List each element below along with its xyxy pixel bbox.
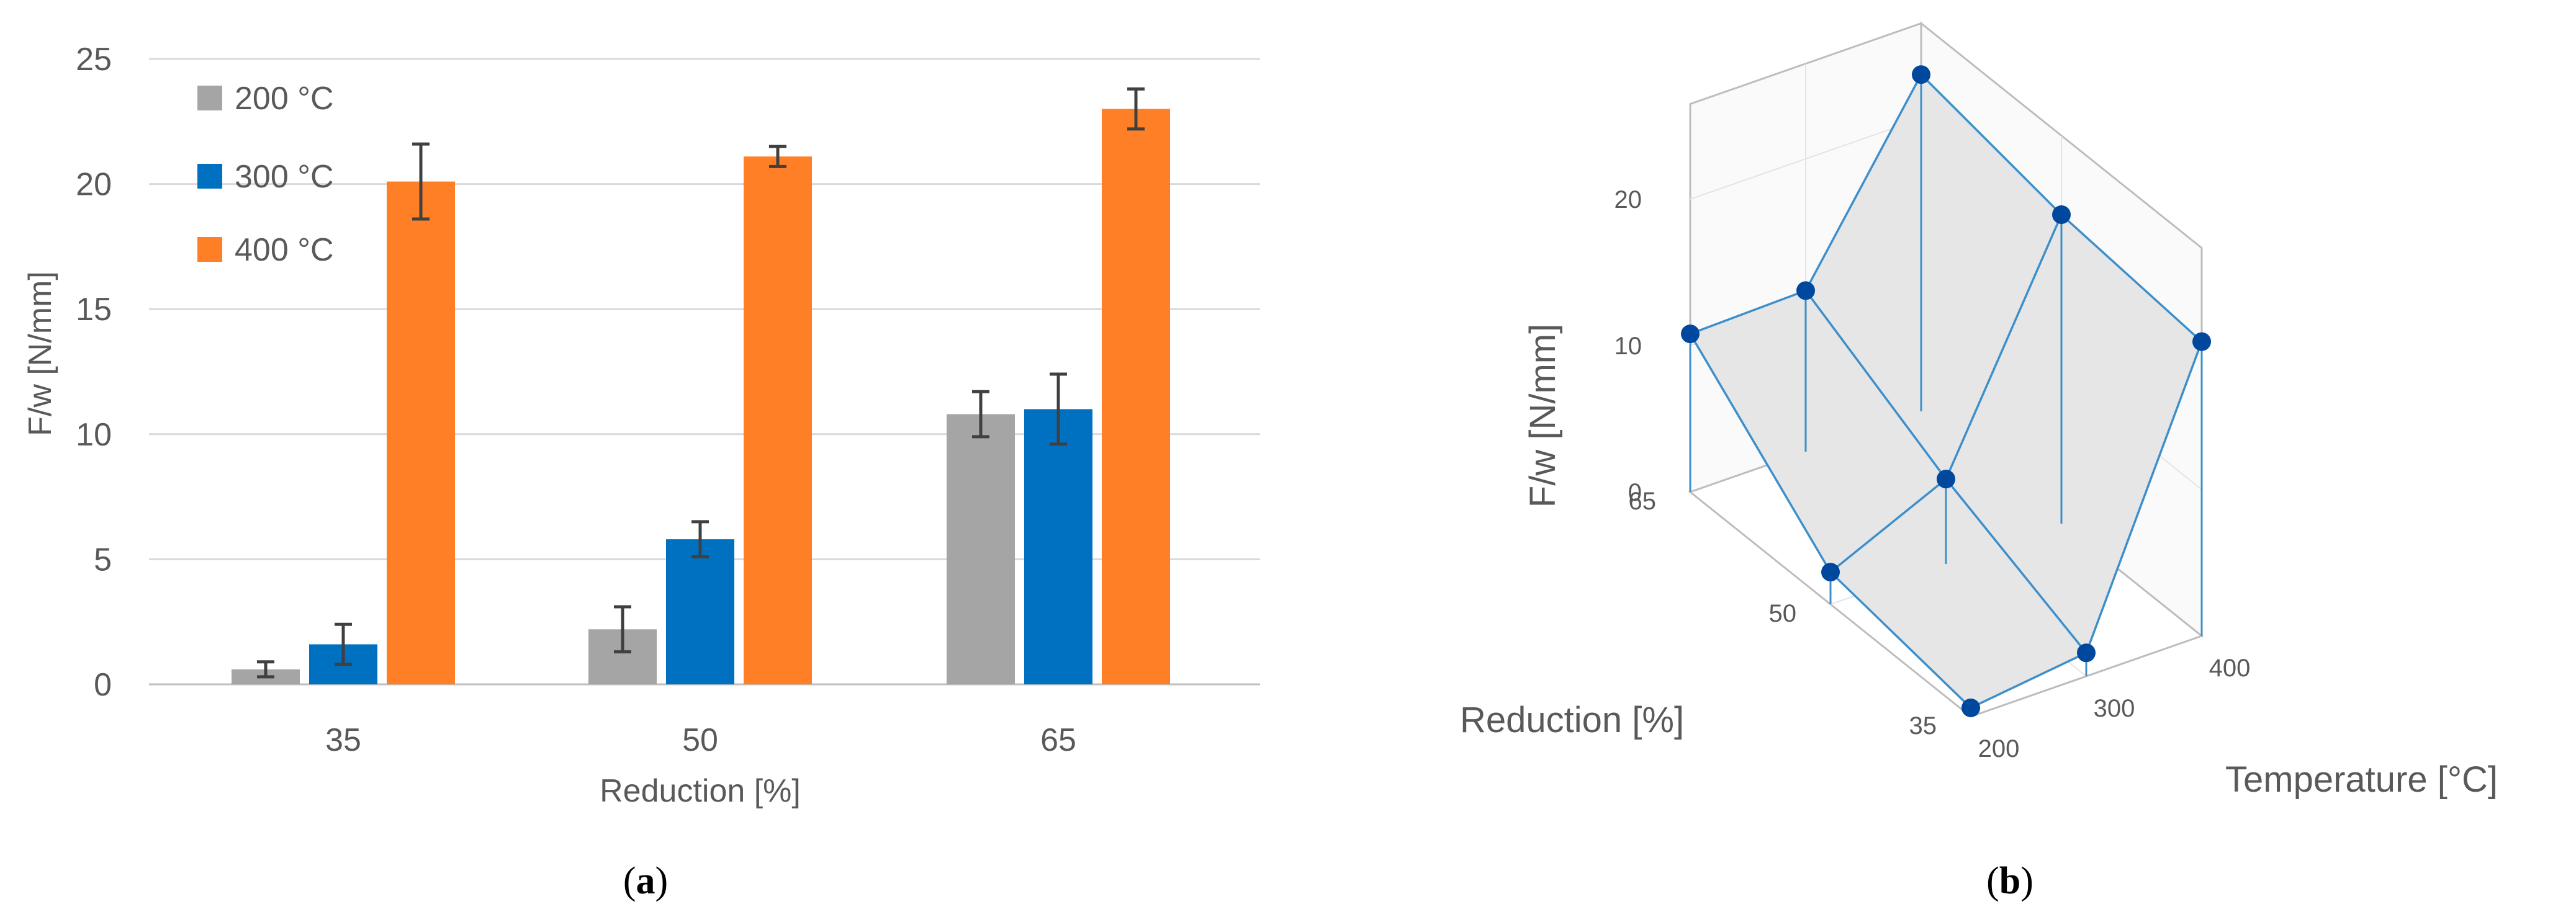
caption-b-letter: b: [1999, 860, 2020, 902]
bar-error-bars: [257, 87, 1145, 679]
legend-swatch-400: [197, 237, 222, 262]
x-tick-label: 300: [2094, 695, 2135, 722]
y-tick-label: 35: [1909, 712, 1937, 740]
bar-legend: 200 °C 300 °C 400 °C: [197, 81, 334, 268]
y-tick-label: 25: [76, 42, 112, 78]
bar-y-axis-title: F/w [N/mm]: [22, 271, 58, 436]
data-point: [1796, 281, 1815, 300]
data-point: [1912, 65, 1930, 84]
x-tick-label: 50: [682, 722, 718, 758]
legend-swatch-300: [197, 164, 222, 189]
data-point: [2052, 205, 2071, 225]
legend-label-400: 400 °C: [235, 232, 334, 268]
bar-x-axis-title: Reduction [%]: [600, 773, 801, 809]
y-tick-label: 0: [94, 667, 112, 703]
surface-points: [1681, 65, 2211, 717]
bar: [387, 181, 455, 684]
z-tick-label: 0: [1628, 479, 1642, 506]
data-point: [2192, 332, 2211, 351]
bar: [1024, 409, 1092, 684]
y-tick-label: 10: [76, 417, 112, 453]
surface-patch: [1690, 290, 1946, 573]
surface-y-axis-title: Reduction [%]: [1460, 700, 1684, 740]
caption-a-letter: a: [636, 860, 655, 902]
bar-y-tick-labels: 0 5 10 15 20 25: [76, 42, 112, 703]
bar: [666, 539, 734, 684]
data-point: [1821, 563, 1840, 582]
x-tick-label: 400: [2209, 655, 2251, 682]
x-tick-label: 200: [1978, 735, 2020, 763]
caption-a: (a): [623, 860, 668, 902]
legend-label-200: 200 °C: [235, 81, 334, 117]
y-tick-label: 20: [76, 167, 112, 203]
y-tick-label: 15: [76, 292, 112, 328]
surface-z-axis-title: F/w [N/mm]: [1523, 324, 1563, 508]
surface-patch: [1946, 215, 2202, 653]
data-point: [2077, 643, 2096, 663]
caption-b: (b): [1986, 860, 2033, 902]
z-tick-label: 10: [1615, 333, 1642, 360]
surface-patch: [1806, 74, 2061, 480]
bar: [947, 414, 1015, 684]
surface-chart-panel: 0 10 20 35 50 65 200 300 400 F/w [N/mm] Reductio…: [1460, 21, 2498, 902]
bar-x-tick-labels: 35 50 65: [325, 722, 1076, 758]
x-tick-label: 65: [1040, 722, 1076, 758]
legend-swatch-200: [197, 86, 222, 110]
bar: [1102, 109, 1170, 684]
data-point: [1937, 470, 1955, 489]
z-tick-label: 20: [1615, 186, 1642, 213]
y-tick-label: 50: [1769, 600, 1797, 627]
surface-x-axis-title: Temperature [°C]: [2225, 759, 2498, 800]
bar: [744, 156, 812, 685]
legend-label-300: 300 °C: [235, 159, 334, 195]
y-tick-label: 65: [1629, 488, 1657, 515]
surface-stems: [1689, 74, 2203, 717]
x-tick-label: 35: [325, 722, 361, 758]
bar-series: [232, 109, 1170, 685]
data-point: [1961, 698, 1980, 717]
surface-patch: [1831, 479, 2086, 708]
bar-chart-panel: 0 5 10 15 20 25 35 50 65 200 °C 300 °C 400 °C F…: [22, 42, 1260, 902]
data-point: [1681, 324, 1700, 344]
bar-grid: [149, 58, 1260, 560]
y-tick-label: 5: [94, 542, 112, 578]
surface-tick-labels: 0 10 20 35 50 65 200 300 400: [1615, 186, 2251, 763]
